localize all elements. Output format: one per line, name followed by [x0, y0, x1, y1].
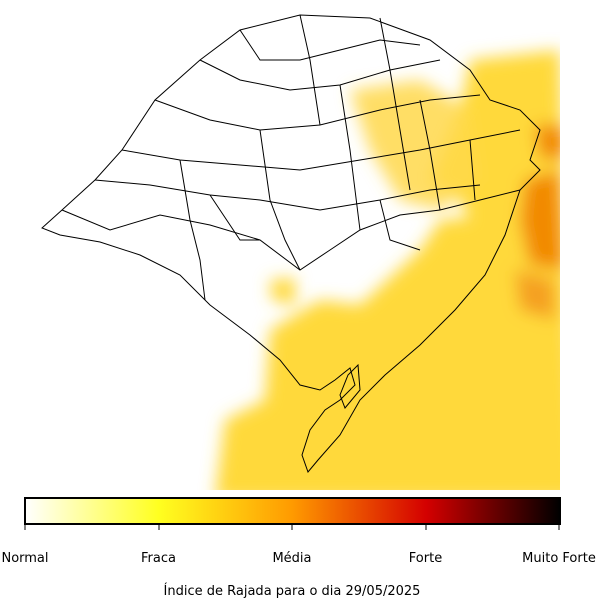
colorbar-ticks: [24, 524, 560, 530]
map-outline: [41, 14, 541, 473]
colorbar-label: Fraca: [141, 551, 176, 566]
colorbar-label: Muito Forte: [522, 551, 596, 566]
colorbar-labels: Normal Fraca Média Forte Muito Forte: [1, 551, 595, 566]
colorbar: [24, 497, 561, 525]
colorbar-label: Forte: [409, 551, 442, 566]
caption: Índice de Rajada para o dia 29/05/2025: [164, 583, 421, 599]
colorbar-label: Média: [272, 551, 311, 566]
colorbar-label: Normal: [1, 551, 48, 566]
heat-layer: [216, 50, 560, 490]
